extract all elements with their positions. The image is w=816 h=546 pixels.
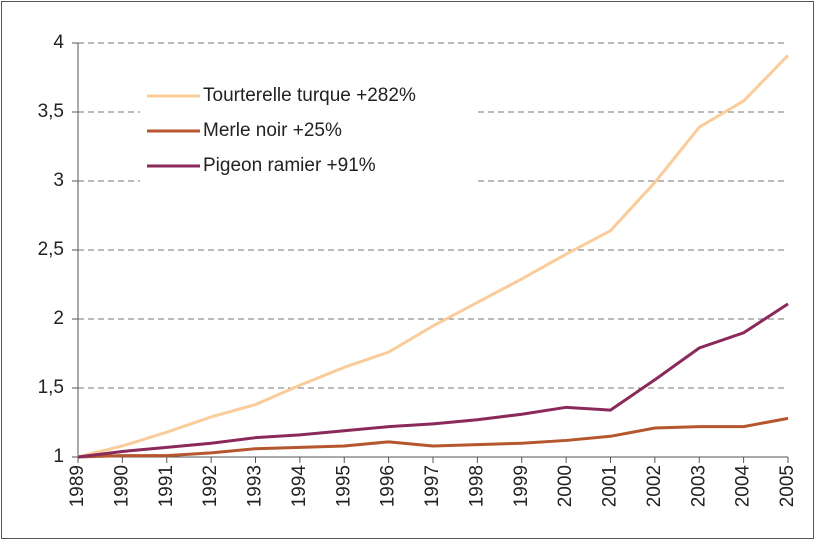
y-tick-label: 3: [53, 170, 64, 191]
x-tick-label: 2005: [777, 465, 798, 507]
series-line: [77, 416, 789, 459]
series-line: [77, 302, 789, 459]
legend-label: Tourterelle turque +282%: [203, 85, 416, 106]
y-tick-label: 2,5: [38, 239, 64, 260]
y-tick-label: 4: [53, 32, 64, 53]
x-tick-label: 2004: [733, 465, 754, 508]
x-tick-label: 2000: [555, 465, 576, 507]
x-tick-label: 1991: [156, 465, 177, 507]
legend: Tourterelle turque +282% Merle noir +25% P…: [140, 76, 475, 196]
x-tick-label: 2003: [688, 465, 709, 507]
x-tick-label: 1989: [67, 465, 88, 507]
x-tick-label: 1997: [422, 465, 443, 507]
y-tick-label: 3,5: [38, 101, 64, 122]
x-tick-label: 1999: [511, 465, 532, 507]
y-tick-label: 1,5: [38, 377, 64, 398]
x-tick-label: 1990: [111, 465, 132, 507]
x-tick-label: 1995: [333, 465, 354, 507]
x-tick-label: 1992: [200, 465, 221, 507]
y-tick-label: 1: [53, 446, 64, 467]
x-tick-label: 1994: [289, 465, 310, 508]
legend-label: Pigeon ramier +91%: [203, 155, 376, 176]
legend-label: Merle noir +25%: [203, 120, 342, 141]
x-tick-label: 1998: [466, 465, 487, 507]
x-tick-label: 2002: [644, 465, 665, 507]
x-tick-label: 1993: [245, 465, 266, 507]
x-tick-label: 1996: [378, 465, 399, 507]
series-line: [77, 54, 790, 459]
y-tick-label: 2: [53, 308, 64, 329]
x-tick-label: 2001: [600, 465, 621, 507]
